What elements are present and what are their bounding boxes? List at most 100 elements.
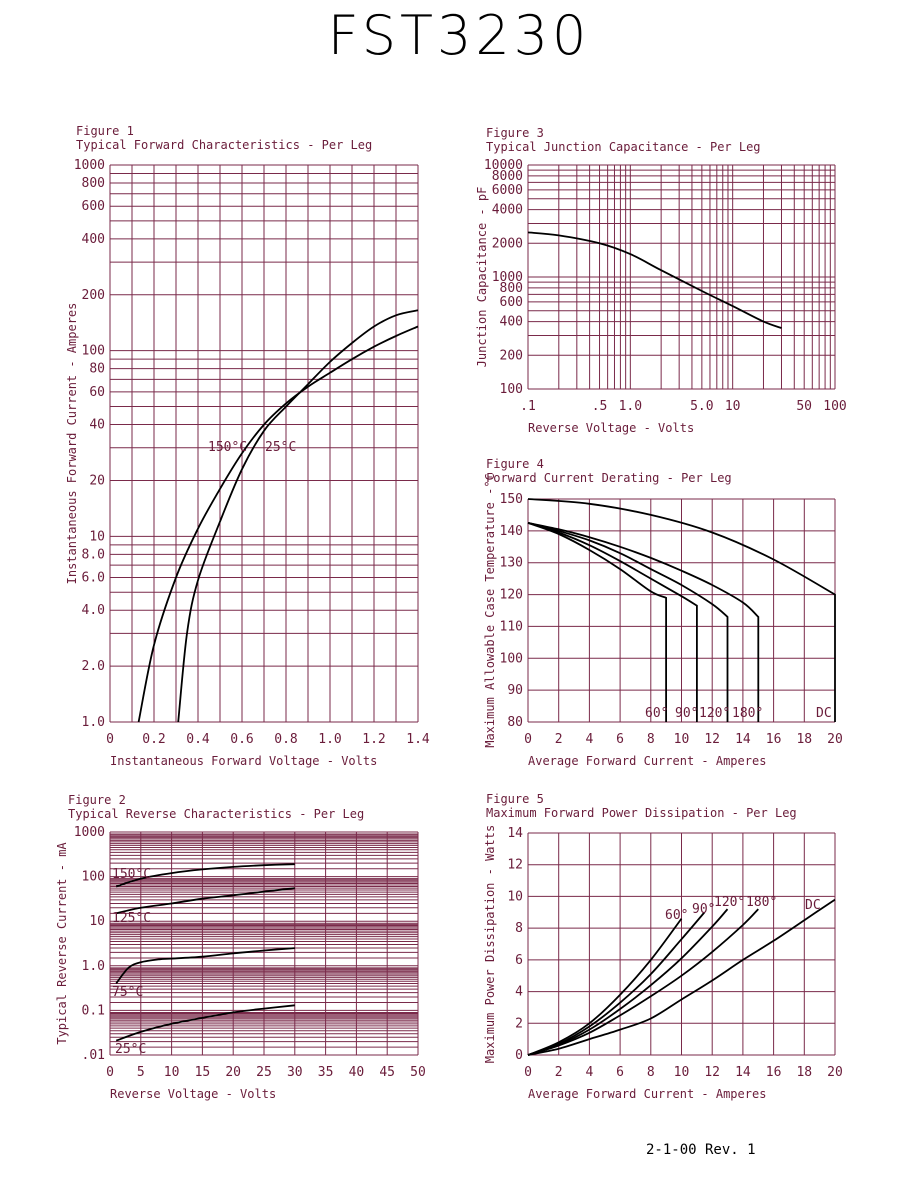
fig1-series-line-1 <box>177 309 419 723</box>
fig1-x-tick-label: 0.2 <box>142 732 165 747</box>
fig1-y-tick-label: 800 <box>82 176 105 191</box>
figure-4-label: Figure 4 <box>486 457 544 471</box>
fig2-x-axis-label: Reverse Voltage - Volts <box>110 1087 276 1101</box>
fig1-y-tick-label: 80 <box>89 362 105 377</box>
fig4-series-line-4 <box>527 498 836 722</box>
fig1-y-tick-label: 400 <box>82 232 105 247</box>
fig3-series-line-0 <box>527 231 782 329</box>
figure-5-heading: Figure 5 Maximum Forward Power Dissipati… <box>486 792 797 820</box>
revision-footer: 2-1-00 Rev. 1 <box>646 1142 756 1158</box>
fig5-series-label-2: 120° <box>714 895 745 910</box>
fig2-x-tick-label: 50 <box>410 1065 426 1080</box>
fig5-series-line-2 <box>527 908 729 1056</box>
fig5-x-tick-label: 10 <box>674 1065 690 1080</box>
fig4-x-tick-label: 12 <box>704 732 720 747</box>
fig4-x-tick-label: 0 <box>524 732 532 747</box>
fig5-x-tick-label: 4 <box>585 1065 593 1080</box>
fig3-x-axis-label: Reverse Voltage - Volts <box>528 421 694 435</box>
fig5-series-line-1 <box>527 911 706 1056</box>
fig3-grid <box>527 164 836 390</box>
figure-3-title: Typical Junction Capacitance - Per Leg <box>486 140 761 154</box>
fig3-y-tick-label: 400 <box>500 315 523 330</box>
figure-5-label: Figure 5 <box>486 792 544 806</box>
fig2-x-tick-label: 45 <box>379 1065 395 1080</box>
fig5-series-line-3 <box>527 908 759 1056</box>
fig2-x-tick-label: 35 <box>318 1065 334 1080</box>
fig1-y-axis-label: Instantaneous Forward Current - Amperes <box>65 303 79 585</box>
fig4-x-tick-label: 2 <box>555 732 563 747</box>
fig4-series-label-3: 180° <box>732 706 763 721</box>
figure-4-title: Forward Current Derating - Per Leg <box>486 471 732 485</box>
fig4-x-tick-label: 14 <box>735 732 751 747</box>
fig2-y-tick-label: 10 <box>89 914 105 929</box>
fig2-x-tick-label: 20 <box>225 1065 241 1080</box>
fig2-x-tick-label: 0 <box>106 1065 114 1080</box>
fig5-series-line-4 <box>527 898 836 1056</box>
figure-5-title: Maximum Forward Power Dissipation - Per … <box>486 806 797 820</box>
fig1-x-tick-label: 0.4 <box>186 732 210 747</box>
fig4-y-axis-label: Maximum Allowable Case Temperature -°C <box>483 473 497 748</box>
fig2-plot: 0 5 10 15 20 25 30 35 40 45 50 .01 0.1 1.0 10 100 1000 Re… <box>55 825 426 1101</box>
fig1-x-tick-label: 1.0 <box>318 732 341 747</box>
fig5-y-tick-label: 10 <box>507 889 523 904</box>
fig3-x-tick-label: 100 <box>823 399 846 414</box>
fig1-y-tick-label: 6.0 <box>82 571 105 586</box>
fig3-y-tick-label: 8000 <box>492 169 523 184</box>
fig2-x-tick-label: 10 <box>164 1065 180 1080</box>
part-number-title: FST3230 <box>327 4 591 67</box>
fig2-y-tick-label: 100 <box>82 870 105 885</box>
fig1-x-tick-label: 0 <box>106 732 114 747</box>
fig5-y-tick-label: 4 <box>515 985 523 1000</box>
fig2-y-tick-label: .01 <box>82 1048 105 1063</box>
fig2-y-tick-label: 0.1 <box>82 1003 105 1018</box>
fig4-y-tick-label: 100 <box>500 651 523 666</box>
fig4-series-line-1 <box>527 522 698 722</box>
fig5-y-tick-label: 6 <box>515 953 523 968</box>
fig5-y-tick-label: 14 <box>507 826 523 841</box>
fig5-x-tick-label: 0 <box>524 1065 532 1080</box>
fig3-y-tick-label: 800 <box>500 281 523 296</box>
figure-3-heading: Figure 3 Typical Junction Capacitance - … <box>486 126 761 154</box>
fig2-y-tick-label: 1.0 <box>82 959 105 974</box>
fig1-y-tick-label: 10 <box>89 529 105 544</box>
fig1-plot: 0 0.2 0.4 0.6 0.8 1.0 1.2 1.4 1.0 2.0 4.0 6.0 8.0 10 2… <box>65 158 430 768</box>
fig2-series-line-3 <box>115 1004 295 1042</box>
fig4-y-tick-label: 140 <box>500 524 523 539</box>
fig1-y-tick-label: 100 <box>82 344 105 359</box>
fig2-x-tick-label: 25 <box>256 1065 272 1080</box>
fig4-x-tick-label: 6 <box>616 732 624 747</box>
fig1-y-tick-label: 1000 <box>74 158 105 173</box>
fig3-x-tick-label: .1 <box>520 399 536 414</box>
fig2-series-line-2 <box>115 947 295 985</box>
fig5-series-label-0: 60° <box>665 908 688 923</box>
fig1-x-tick-label: 1.2 <box>362 732 385 747</box>
fig3-x-tick-label: 50 <box>796 399 812 414</box>
fig2-x-tick-label: 30 <box>287 1065 303 1080</box>
fig4-series-line-0 <box>527 522 667 722</box>
fig5-x-tick-label: 6 <box>616 1065 624 1080</box>
fig3-x-tick-label: 10 <box>725 399 741 414</box>
fig4-series-label-1: 90° <box>675 706 698 721</box>
figure-3-label: Figure 3 <box>486 126 544 140</box>
fig5-x-tick-label: 14 <box>735 1065 751 1080</box>
figure-1-title: Typical Forward Characteristics - Per Le… <box>76 138 373 152</box>
fig1-y-tick-label: 20 <box>89 473 105 488</box>
fig4-series-line-2 <box>527 522 729 722</box>
fig5-x-tick-label: 8 <box>647 1065 655 1080</box>
figure-2-heading: Figure 2 Typical Reverse Characteristics… <box>68 793 364 821</box>
fig5-y-tick-label: 2 <box>515 1016 523 1031</box>
fig2-x-tick-label: 15 <box>195 1065 211 1080</box>
fig1-x-axis-label: Instantaneous Forward Voltage - Volts <box>110 754 377 768</box>
fig1-series-line-0 <box>137 325 419 723</box>
fig1-x-tick-label: 0.8 <box>274 732 297 747</box>
fig1-grid <box>109 164 419 723</box>
fig5-grid <box>527 832 836 1056</box>
figure-1-label: Figure 1 <box>76 124 134 138</box>
fig4-y-tick-label: 130 <box>500 556 523 571</box>
fig4-series-label-2: 120° <box>699 706 730 721</box>
fig2-series-label-3: 25°C <box>115 1042 146 1057</box>
fig2-series-label-0: 150°C <box>112 867 151 882</box>
fig4-y-tick-label: 90 <box>507 683 523 698</box>
